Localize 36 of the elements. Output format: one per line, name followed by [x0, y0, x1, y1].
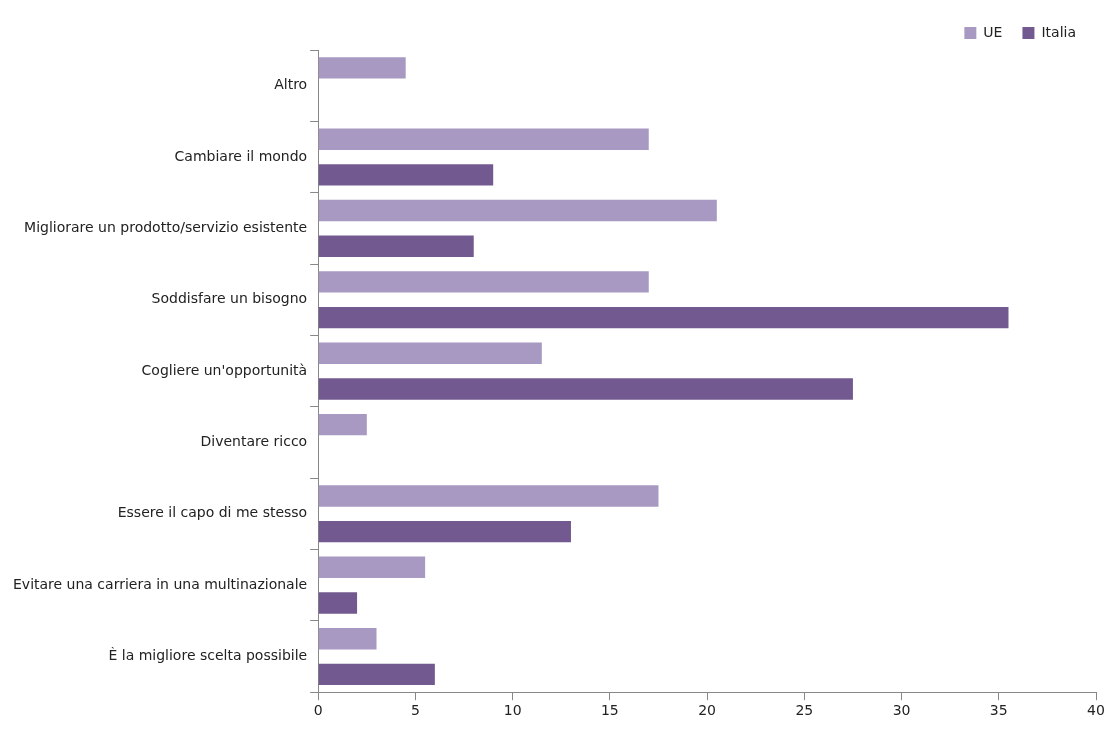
bar — [318, 271, 649, 293]
x-tick-label: 30 — [892, 702, 911, 719]
y-tick-label: È la migliore scelta possibile — [108, 647, 308, 664]
y-tick-label: Cogliere un'opportunità — [141, 361, 308, 378]
x-tick-label: 35 — [989, 702, 1008, 719]
x-tick-label: 5 — [410, 702, 420, 719]
y-tick-label: Altro — [274, 76, 308, 93]
bar — [318, 627, 377, 650]
bar — [318, 342, 542, 364]
bar — [318, 306, 1009, 329]
bar — [318, 663, 435, 686]
x-tick-label: 10 — [503, 702, 522, 719]
y-tick-label: Essere il capo di me stesso — [117, 504, 308, 521]
bar — [318, 556, 426, 579]
bar — [318, 164, 494, 186]
y-tick-label: Migliorare un prodotto/servizio esistente — [24, 219, 308, 236]
x-tick-label: 0 — [313, 702, 323, 719]
y-tick-label: Evitare una carriera in una multinazionale — [13, 575, 308, 592]
bar — [318, 57, 406, 79]
bar — [318, 592, 358, 614]
y-tick-label: Cambiare il mondo — [174, 147, 308, 164]
legend-label: Italia — [1041, 23, 1077, 40]
bar — [318, 128, 649, 150]
x-tick-label: 20 — [698, 702, 717, 719]
bar — [318, 378, 853, 400]
bar — [318, 199, 717, 222]
x-tick-label: 40 — [1087, 702, 1105, 719]
x-tick-label: 25 — [795, 702, 814, 719]
bar — [318, 235, 474, 257]
legend-label: UE — [983, 23, 1003, 40]
x-tick-label: 15 — [600, 702, 619, 719]
y-tick-label: Soddisfare un bisogno — [151, 290, 308, 307]
bar — [318, 413, 367, 436]
bar — [318, 485, 659, 507]
bar — [318, 520, 571, 543]
y-tick-label: Diventare ricco — [200, 433, 308, 450]
